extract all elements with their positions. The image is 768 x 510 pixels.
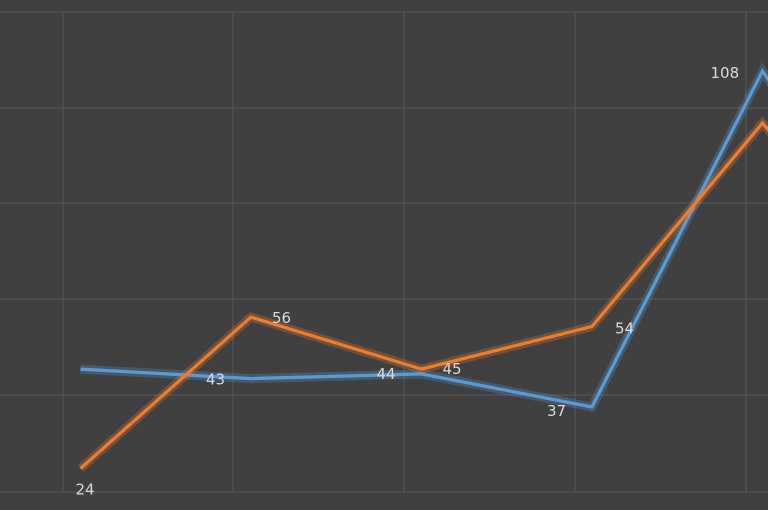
series-1 bbox=[80, 62, 768, 413]
data-label: 37 bbox=[547, 402, 566, 420]
data-labels: 4344371082456455497 bbox=[76, 64, 740, 499]
data-label: 24 bbox=[76, 481, 95, 499]
data-label: 44 bbox=[377, 365, 396, 383]
data-label: 43 bbox=[206, 371, 225, 389]
data-label: 54 bbox=[615, 320, 634, 338]
series-2-glow bbox=[77, 116, 768, 472]
data-label: 108 bbox=[711, 64, 740, 82]
gridlines bbox=[0, 11, 768, 493]
series-2 bbox=[77, 116, 768, 472]
data-label: 45 bbox=[443, 360, 462, 378]
series-1-line bbox=[80, 67, 768, 409]
data-label: 56 bbox=[272, 309, 291, 327]
series-2-line bbox=[79, 120, 768, 470]
